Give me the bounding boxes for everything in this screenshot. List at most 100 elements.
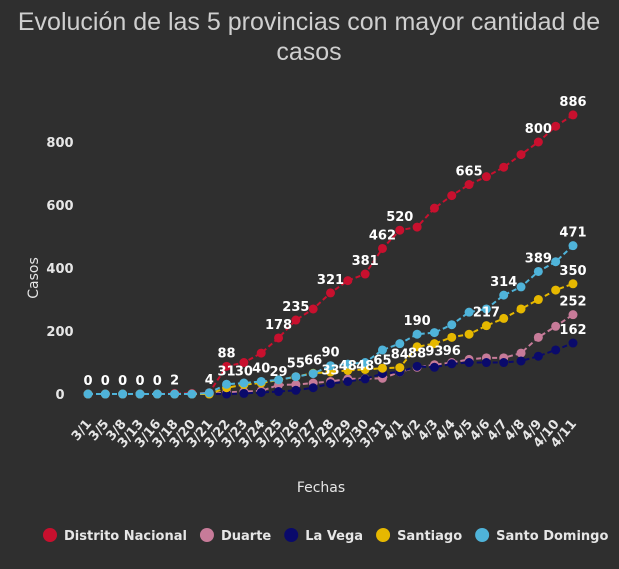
data-point xyxy=(256,348,266,358)
data-point xyxy=(326,379,335,389)
legend-marker xyxy=(376,528,391,542)
data-point xyxy=(429,328,439,338)
data-label: 800 xyxy=(525,122,552,137)
data-point xyxy=(533,332,543,342)
data-point xyxy=(395,339,405,349)
data-point xyxy=(412,361,422,371)
data-label: 235 xyxy=(282,300,309,315)
data-point xyxy=(308,369,318,379)
data-point xyxy=(291,385,301,395)
data-label: 2 xyxy=(170,373,179,388)
data-point xyxy=(326,361,335,371)
data-label: 4 xyxy=(205,373,214,388)
data-point xyxy=(429,203,439,213)
data-point xyxy=(360,374,370,384)
data-point xyxy=(239,388,249,398)
data-label: 217 xyxy=(473,306,500,321)
data-point xyxy=(412,222,422,232)
data-point xyxy=(377,243,387,253)
data-point xyxy=(533,266,543,276)
data-point xyxy=(533,137,543,147)
data-label: 0 xyxy=(101,374,110,389)
data-point xyxy=(326,367,335,377)
data-label: 520 xyxy=(386,210,413,225)
data-point xyxy=(187,389,197,399)
data-point xyxy=(343,276,353,286)
data-point xyxy=(291,315,301,325)
legend-label: Distrito Nacional xyxy=(64,529,187,544)
data-point xyxy=(291,372,301,382)
data-point xyxy=(481,358,491,368)
data-label: 350 xyxy=(559,264,586,279)
data-label: 190 xyxy=(404,314,431,329)
data-point xyxy=(83,389,93,399)
data-point xyxy=(429,339,439,349)
data-point xyxy=(222,361,232,371)
data-label: 33 xyxy=(321,364,339,379)
data-point xyxy=(326,288,335,298)
data-point xyxy=(274,375,284,385)
data-label: 252 xyxy=(559,295,586,310)
data-point xyxy=(481,321,491,331)
data-label: 0 xyxy=(118,374,127,389)
data-point xyxy=(499,358,509,368)
data-point xyxy=(551,285,561,295)
data-label: 48 xyxy=(356,359,374,374)
data-label: 314 xyxy=(490,275,517,290)
data-point xyxy=(516,282,526,292)
data-point xyxy=(377,345,387,355)
x-axis-title: Fechas xyxy=(297,480,345,496)
data-point xyxy=(516,356,526,366)
data-label: 462 xyxy=(369,228,396,243)
data-point xyxy=(568,338,578,348)
data-label: 29 xyxy=(269,365,287,380)
data-point xyxy=(412,342,422,352)
data-point xyxy=(239,378,249,388)
data-point xyxy=(464,307,474,317)
data-label: 389 xyxy=(525,251,552,266)
data-point xyxy=(516,150,526,160)
data-label: 886 xyxy=(559,95,586,110)
data-point xyxy=(499,313,509,323)
data-label: 31 xyxy=(218,364,236,379)
data-point xyxy=(447,359,457,369)
data-point xyxy=(222,379,232,389)
data-point xyxy=(551,257,561,267)
data-point xyxy=(256,387,266,397)
chart-title: Evolución de las 5 provincias con mayor … xyxy=(18,8,600,66)
data-point xyxy=(100,389,110,399)
y-tick-label: 0 xyxy=(55,388,64,403)
y-axis-title: Casos xyxy=(26,257,42,299)
y-tick-label: 400 xyxy=(46,262,73,277)
data-label: 90 xyxy=(321,346,339,361)
data-label: 48 xyxy=(339,359,357,374)
data-point xyxy=(551,345,561,355)
data-point xyxy=(204,388,214,398)
data-point xyxy=(360,269,370,279)
y-tick-label: 600 xyxy=(46,199,73,214)
data-point xyxy=(395,363,405,373)
y-tick-label: 800 xyxy=(46,136,73,151)
data-point xyxy=(481,172,491,182)
legend-marker xyxy=(284,528,299,542)
data-label: 65 xyxy=(373,354,391,369)
data-point xyxy=(516,304,526,314)
legend-label: Santiago xyxy=(397,529,462,544)
data-point xyxy=(499,162,509,172)
data-point xyxy=(464,329,474,339)
data-point xyxy=(308,383,318,393)
data-label: 381 xyxy=(352,254,379,269)
legend-marker xyxy=(475,528,490,542)
legend-label: Duarte xyxy=(221,529,271,544)
data-point xyxy=(395,225,405,235)
data-point xyxy=(551,321,561,331)
data-label: 55 xyxy=(287,357,305,372)
data-label: 93 xyxy=(425,345,443,360)
data-label: 84 xyxy=(391,348,409,363)
data-point xyxy=(464,180,474,190)
data-point xyxy=(412,329,422,339)
data-point xyxy=(239,358,249,368)
data-point xyxy=(516,348,526,358)
